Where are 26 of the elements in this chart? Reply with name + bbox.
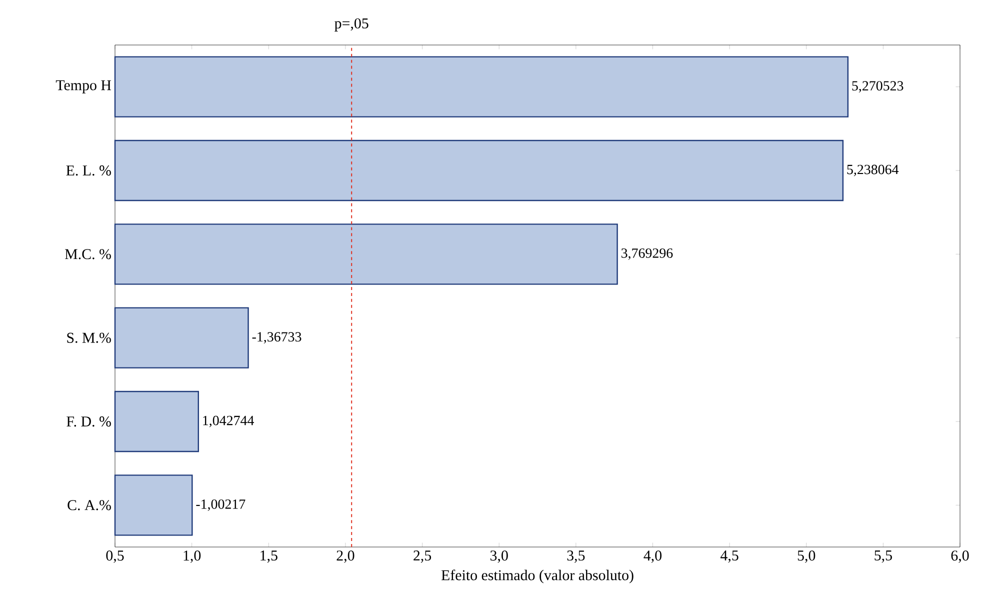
x-axis-title: Efeito estimado (valor absoluto): [441, 570, 634, 584]
ref-line-label: p=,05: [334, 18, 368, 32]
data-label: -1,00217: [196, 499, 246, 511]
y-tick-label: F. D. %: [66, 416, 111, 427]
y-tick-label: E. L. %: [66, 165, 111, 176]
x-tick-label: 4,0: [644, 550, 662, 563]
x-tick-label: 0,5: [106, 550, 124, 563]
x-tick-label: 4,5: [720, 550, 738, 563]
x-tick-label: 6,0: [951, 550, 969, 563]
data-label: 3,769296: [621, 248, 673, 260]
y-tick-label: Tempo H: [56, 80, 112, 94]
data-label: 1,042744: [203, 416, 254, 428]
data-label: 5,238064: [847, 164, 899, 176]
x-tick-label: 3,0: [490, 550, 508, 563]
x-tick-label: 1,5: [260, 550, 278, 563]
data-label: 5,270523: [852, 81, 904, 93]
y-tick-label: C. A.%: [68, 500, 111, 510]
x-tick-label: 3,5: [567, 550, 585, 563]
x-tick-label: 2,0: [336, 550, 354, 563]
x-tick-label: 1,0: [184, 550, 201, 563]
x-tick-label: 5,0: [798, 550, 816, 563]
y-tick-label: M.C. %: [65, 249, 111, 260]
x-tick-label: 2,5: [414, 550, 432, 563]
x-tick-label: 5,5: [874, 550, 892, 563]
y-tick-label: S. M.%: [67, 332, 111, 343]
data-label: -1,36733: [252, 332, 302, 344]
